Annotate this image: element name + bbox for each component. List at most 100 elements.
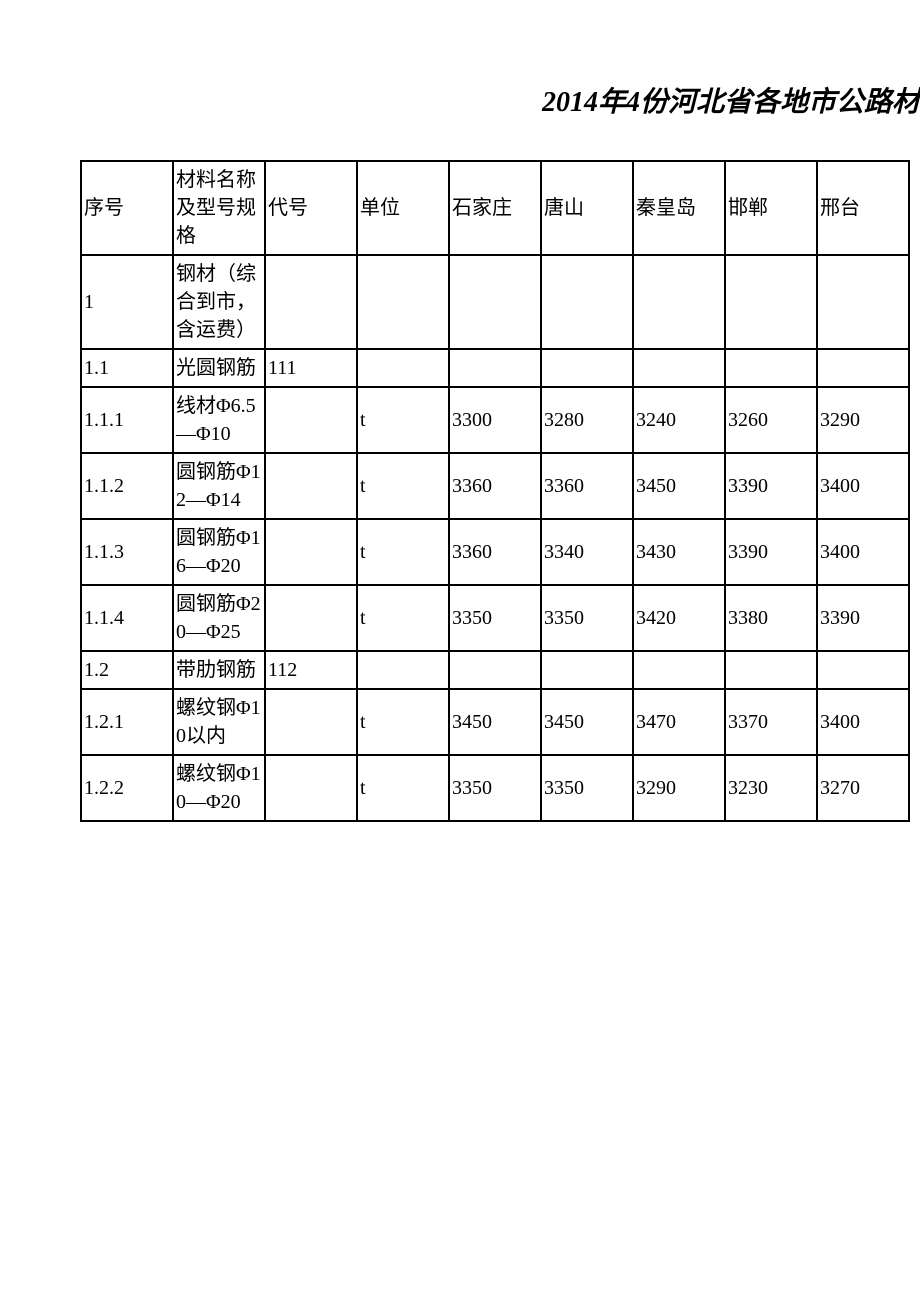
- table-cell: [725, 651, 817, 689]
- table-cell: 3420: [633, 585, 725, 651]
- table-cell: 3260: [725, 387, 817, 453]
- page-title: 2014年4份河北省各地市公路材: [80, 80, 920, 120]
- table-cell: 3280: [541, 387, 633, 453]
- table-cell: 3400: [817, 519, 909, 585]
- table-cell: 112: [265, 651, 357, 689]
- materials-table: 序号 材料名称及型号规格 代号 单位 石家庄 唐山 秦皇岛 邯郸 邢台 1 钢材…: [80, 160, 910, 822]
- table-cell: [265, 755, 357, 821]
- table-cell: [817, 349, 909, 387]
- table-cell: [449, 651, 541, 689]
- header-cell: 代号: [265, 161, 357, 255]
- table-cell: 3380: [725, 585, 817, 651]
- header-cell: 序号: [81, 161, 173, 255]
- table-cell: 3350: [449, 585, 541, 651]
- table-cell: [265, 255, 357, 349]
- table-cell: t: [357, 387, 449, 453]
- header-cell: 秦皇岛: [633, 161, 725, 255]
- table-cell: 3350: [541, 585, 633, 651]
- table-cell: 3360: [449, 453, 541, 519]
- table-cell: [449, 349, 541, 387]
- table-header-row: 序号 材料名称及型号规格 代号 单位 石家庄 唐山 秦皇岛 邯郸 邢台: [81, 161, 909, 255]
- table-row: 1.1.1 线材Φ6.5—Φ10 t 3300 3280 3240 3260 3…: [81, 387, 909, 453]
- table-cell: [541, 651, 633, 689]
- table-cell: 3350: [449, 755, 541, 821]
- table-cell: 3360: [449, 519, 541, 585]
- table-cell: 1.2.1: [81, 689, 173, 755]
- table-cell: 螺纹钢Φ10—Φ20: [173, 755, 265, 821]
- table-cell: 3450: [541, 689, 633, 755]
- table-cell: [265, 453, 357, 519]
- table-cell: 3470: [633, 689, 725, 755]
- table-cell: [633, 651, 725, 689]
- table-cell: t: [357, 755, 449, 821]
- table-cell: t: [357, 519, 449, 585]
- table-body: 1 钢材（综合到市，含运费） 1.1 光圆钢筋 111 1.1.1 线材Φ6.5…: [81, 255, 909, 821]
- table-cell: 3350: [541, 755, 633, 821]
- table-cell: [633, 255, 725, 349]
- table-cell: 3390: [817, 585, 909, 651]
- table-row: 1.1 光圆钢筋 111: [81, 349, 909, 387]
- table-cell: 3370: [725, 689, 817, 755]
- table-cell: 111: [265, 349, 357, 387]
- table-cell: 1.1.1: [81, 387, 173, 453]
- table-cell: 3360: [541, 453, 633, 519]
- table-cell: [725, 255, 817, 349]
- header-cell: 材料名称及型号规格: [173, 161, 265, 255]
- table-cell: [725, 349, 817, 387]
- table-cell: 1.1.3: [81, 519, 173, 585]
- header-cell: 邯郸: [725, 161, 817, 255]
- table-cell: t: [357, 585, 449, 651]
- table-cell: [265, 689, 357, 755]
- table-cell: [817, 651, 909, 689]
- table-cell: 光圆钢筋: [173, 349, 265, 387]
- table-cell: 3390: [725, 519, 817, 585]
- table-cell: 3240: [633, 387, 725, 453]
- table-cell: 3450: [449, 689, 541, 755]
- table-row: 1 钢材（综合到市，含运费）: [81, 255, 909, 349]
- table-row: 1.2.2 螺纹钢Φ10—Φ20 t 3350 3350 3290 3230 3…: [81, 755, 909, 821]
- table-cell: 1.1: [81, 349, 173, 387]
- table-cell: [817, 255, 909, 349]
- table-cell: 钢材（综合到市，含运费）: [173, 255, 265, 349]
- table-cell: 3390: [725, 453, 817, 519]
- table-cell: 螺纹钢Φ10以内: [173, 689, 265, 755]
- table-row: 1.2.1 螺纹钢Φ10以内 t 3450 3450 3470 3370 340…: [81, 689, 909, 755]
- table-cell: 1: [81, 255, 173, 349]
- table-cell: 圆钢筋Φ12—Φ14: [173, 453, 265, 519]
- table-cell: t: [357, 689, 449, 755]
- table-cell: t: [357, 453, 449, 519]
- table-cell: 3400: [817, 453, 909, 519]
- table-row: 1.1.2 圆钢筋Φ12—Φ14 t 3360 3360 3450 3390 3…: [81, 453, 909, 519]
- table-row: 1.1.3 圆钢筋Φ16—Φ20 t 3360 3340 3430 3390 3…: [81, 519, 909, 585]
- header-cell: 单位: [357, 161, 449, 255]
- header-cell: 石家庄: [449, 161, 541, 255]
- table-cell: 3290: [817, 387, 909, 453]
- table-cell: 1.2: [81, 651, 173, 689]
- table-cell: [265, 585, 357, 651]
- table-cell: 1.2.2: [81, 755, 173, 821]
- table-cell: [449, 255, 541, 349]
- table-cell: 线材Φ6.5—Φ10: [173, 387, 265, 453]
- table-cell: 3450: [633, 453, 725, 519]
- table-cell: 3300: [449, 387, 541, 453]
- header-cell: 邢台: [817, 161, 909, 255]
- table-cell: [265, 519, 357, 585]
- table-cell: 3290: [633, 755, 725, 821]
- table-cell: [633, 349, 725, 387]
- table-cell: 3230: [725, 755, 817, 821]
- table-cell: [541, 349, 633, 387]
- table-row: 1.2 带肋钢筋 112: [81, 651, 909, 689]
- table-cell: 3340: [541, 519, 633, 585]
- table-cell: 3270: [817, 755, 909, 821]
- table-cell: 3430: [633, 519, 725, 585]
- table-cell: [265, 387, 357, 453]
- header-cell: 唐山: [541, 161, 633, 255]
- table-cell: 圆钢筋Φ20—Φ25: [173, 585, 265, 651]
- table-cell: [357, 255, 449, 349]
- table-row: 1.1.4 圆钢筋Φ20—Φ25 t 3350 3350 3420 3380 3…: [81, 585, 909, 651]
- table-cell: 1.1.2: [81, 453, 173, 519]
- table-cell: 带肋钢筋: [173, 651, 265, 689]
- table-cell: 1.1.4: [81, 585, 173, 651]
- table-cell: [357, 349, 449, 387]
- table-cell: [357, 651, 449, 689]
